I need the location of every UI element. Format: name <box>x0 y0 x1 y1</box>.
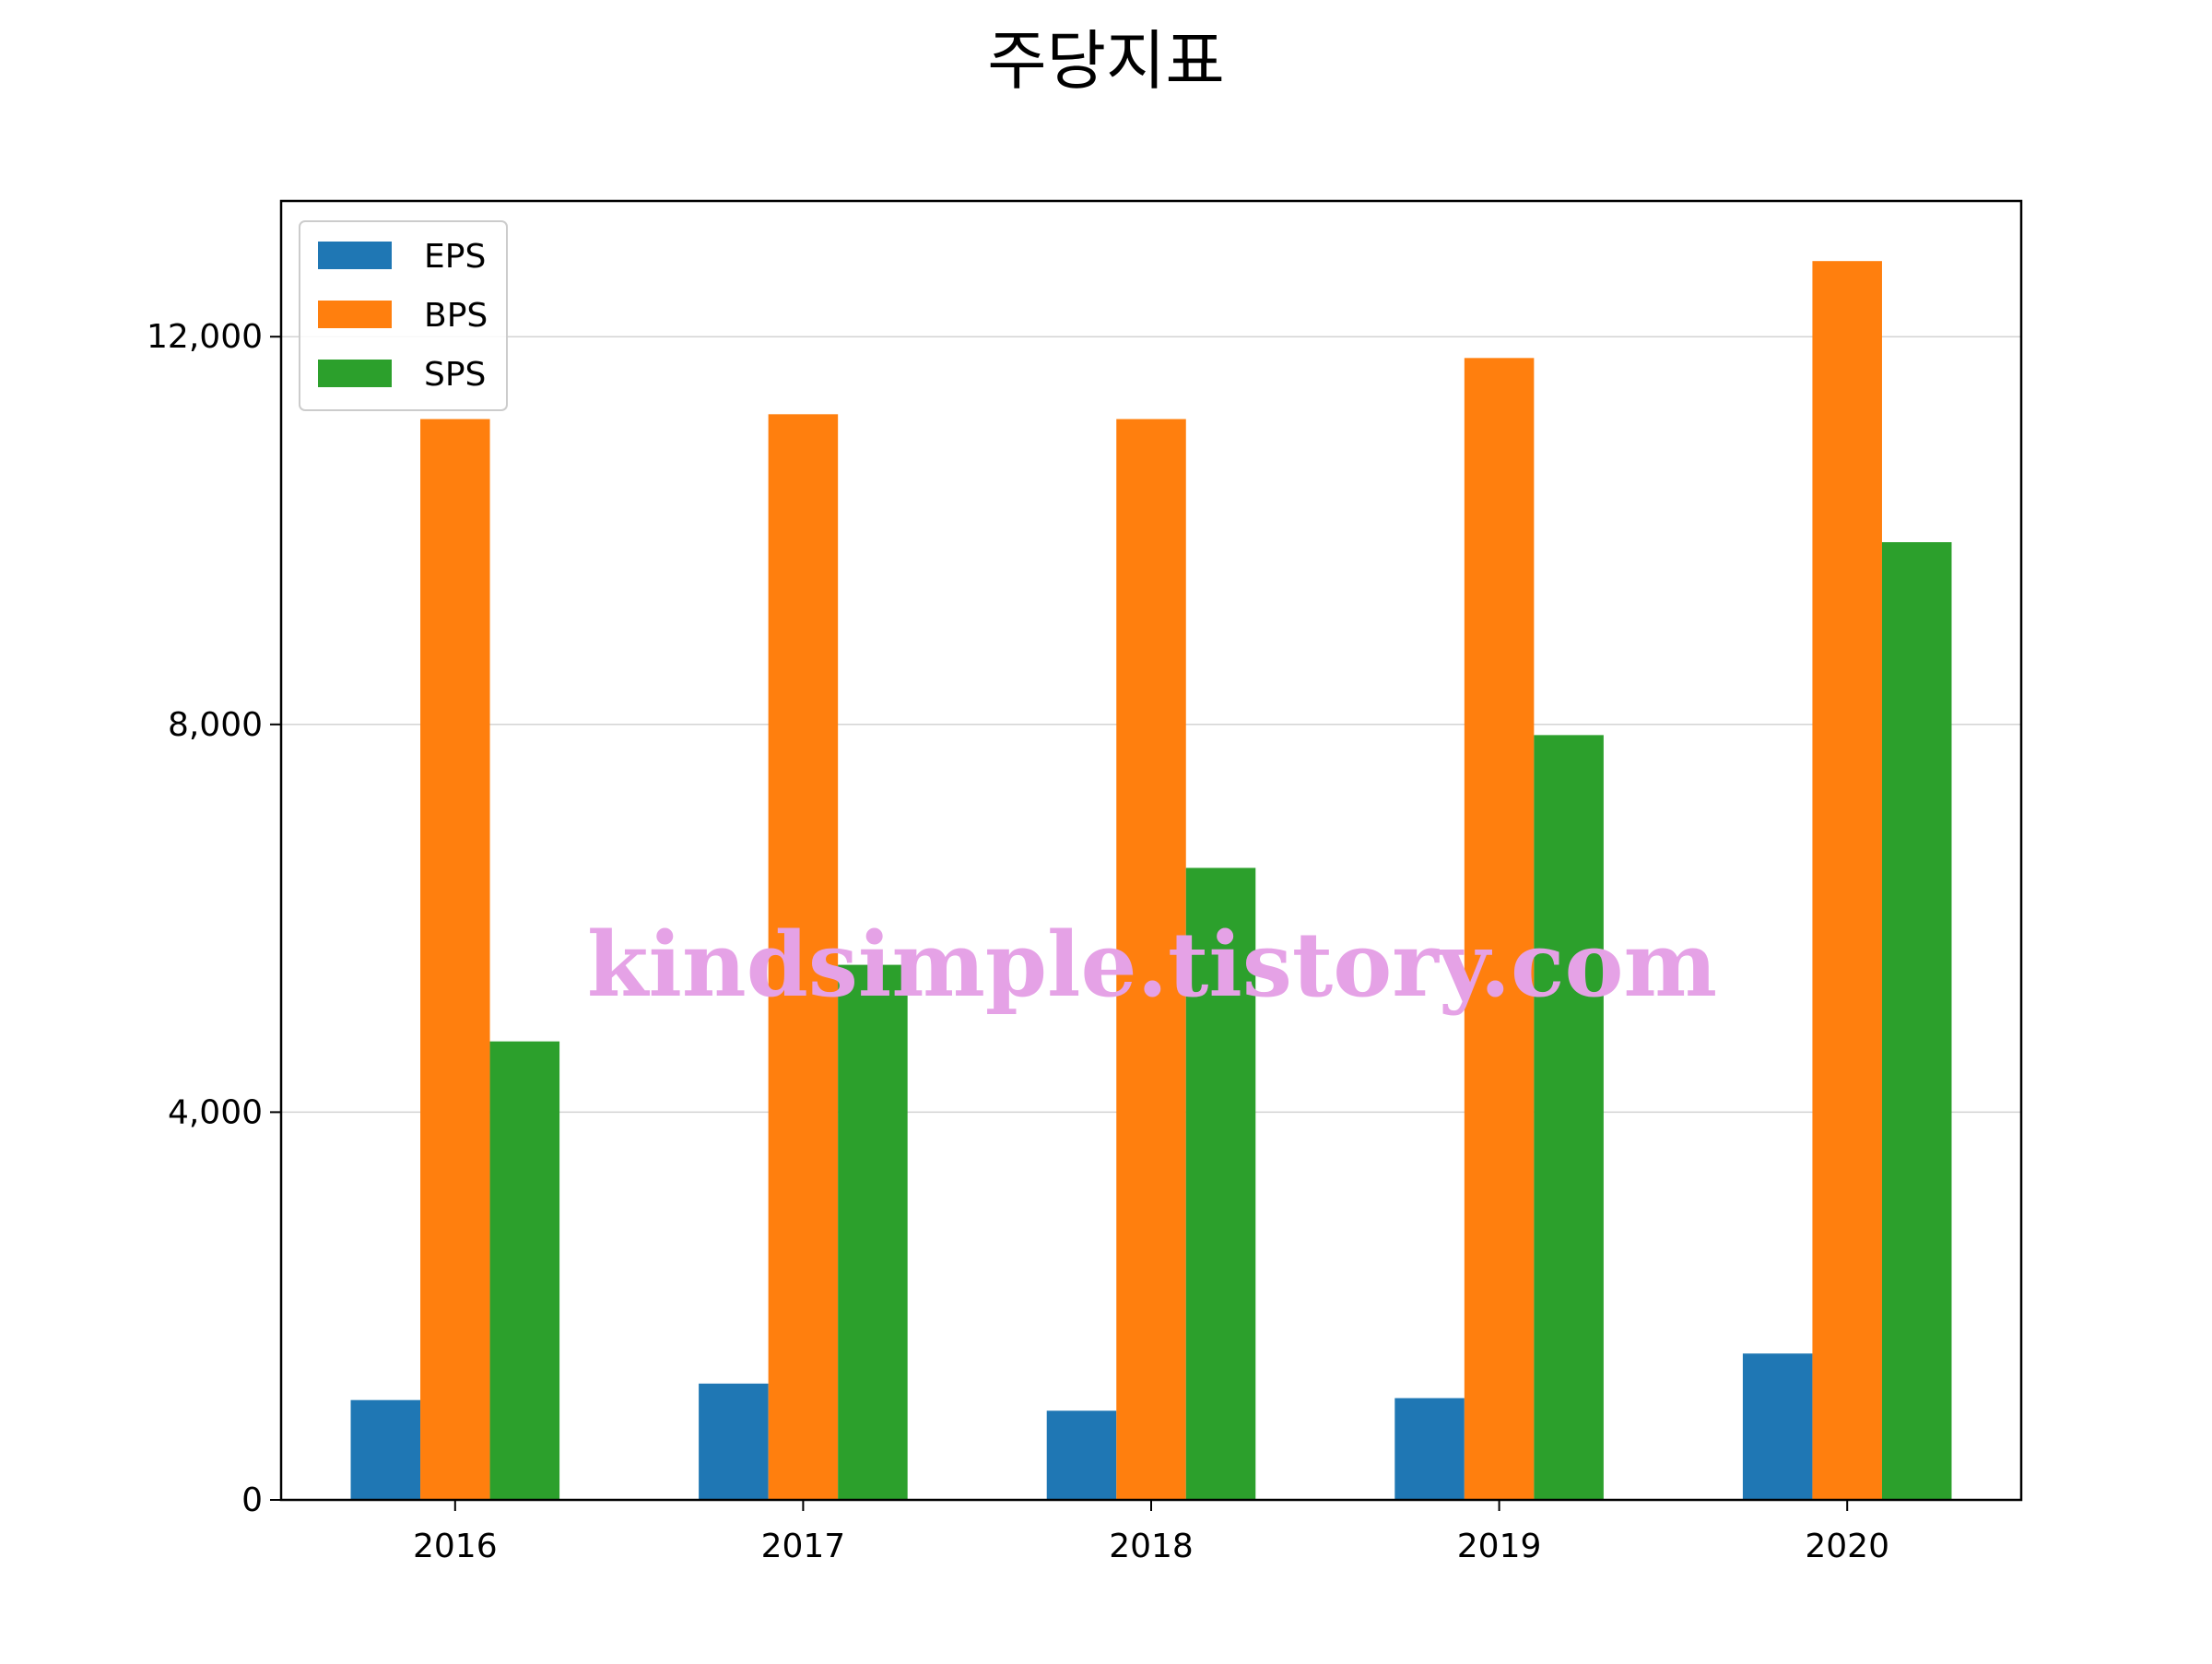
x-tick-label: 2017 <box>761 1528 846 1565</box>
watermark-text: kindsimple.tistory.com <box>587 913 1717 1017</box>
legend-swatch-bps <box>318 301 392 328</box>
bar-eps-2019 <box>1394 1398 1465 1500</box>
plot-area: 0 4,000 8,000 12,000 2016 2017 2018 2019 2020 <box>147 199 2023 1565</box>
x-tick-label: 2020 <box>1805 1528 1889 1565</box>
bar-eps-2020 <box>1742 1353 1813 1500</box>
bar-eps-2018 <box>1046 1410 1117 1500</box>
legend-label-bps: BPS <box>424 297 488 335</box>
y-tick-label: 8,000 <box>168 706 263 744</box>
bar-eps-2016 <box>350 1399 421 1500</box>
bar-sps-2019 <box>1534 735 1604 1500</box>
y-tick-label: 0 <box>241 1481 263 1519</box>
bar-sps-2017 <box>838 964 908 1500</box>
bar-sps-2016 <box>489 1041 560 1500</box>
y-tick-label: 12,000 <box>147 318 263 356</box>
bar-bps-2020 <box>1812 261 1882 1501</box>
bar-bps-2019 <box>1464 358 1535 1500</box>
bar-eps-2017 <box>699 1383 769 1500</box>
legend-label-eps: EPS <box>424 238 486 276</box>
bar-sps-2020 <box>1881 542 1952 1500</box>
y-tick-label: 4,000 <box>168 1093 263 1131</box>
x-tick-label: 2019 <box>1457 1528 1542 1565</box>
axes-frame <box>279 199 2023 1502</box>
legend-swatch-sps <box>318 360 392 387</box>
chart-title: 주당지표 <box>987 23 1225 99</box>
bar-bps-2018 <box>1116 419 1186 1500</box>
x-tick-label: 2018 <box>1109 1528 1194 1565</box>
legend-swatch-eps <box>318 242 392 269</box>
bar-sps-2018 <box>1185 867 1256 1500</box>
legend: EPS BPS SPS <box>299 220 508 411</box>
x-tick-label: 2016 <box>413 1528 498 1565</box>
bar-bps-2016 <box>420 419 490 1500</box>
legend-label-sps: SPS <box>424 356 486 394</box>
bar-bps-2017 <box>768 414 839 1500</box>
